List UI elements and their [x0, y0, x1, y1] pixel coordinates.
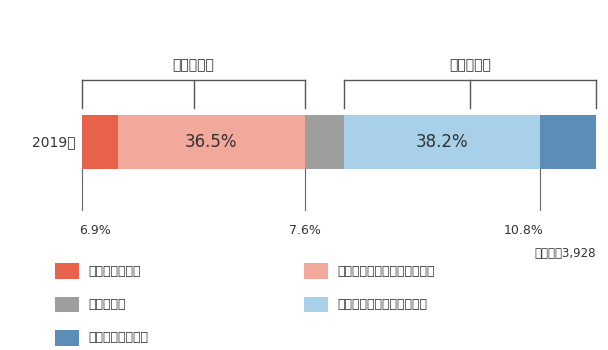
Bar: [117, 115, 305, 169]
Bar: [304, 296, 328, 312]
Bar: [541, 115, 596, 169]
Text: 充足感なし: 充足感なし: [449, 58, 491, 73]
Bar: [305, 115, 344, 169]
Text: 7.6%: 7.6%: [289, 224, 321, 237]
Text: 分からない: 分からない: [88, 298, 126, 311]
Bar: [82, 115, 117, 169]
Text: まったく足りない: まったく足りない: [88, 331, 148, 344]
Bar: [55, 296, 79, 312]
Text: 十分足りている: 十分足りている: [88, 265, 140, 278]
Text: 36.5%: 36.5%: [185, 133, 238, 151]
Bar: [344, 115, 541, 169]
Text: 充足感あり: 充足感あり: [173, 58, 215, 73]
Text: どちらかといえば足りない: どちらかといえば足りない: [337, 298, 427, 311]
Bar: [304, 263, 328, 279]
Bar: [55, 330, 79, 346]
Text: 6.9%: 6.9%: [79, 224, 111, 237]
Text: 38.2%: 38.2%: [416, 133, 469, 151]
Text: 10.8%: 10.8%: [503, 224, 544, 237]
Text: 2019年: 2019年: [32, 135, 76, 149]
Bar: [55, 263, 79, 279]
Text: どちらかといえば足りている: どちらかといえば足りている: [337, 265, 435, 278]
Text: 全体数：3,928: 全体数：3,928: [534, 247, 596, 260]
